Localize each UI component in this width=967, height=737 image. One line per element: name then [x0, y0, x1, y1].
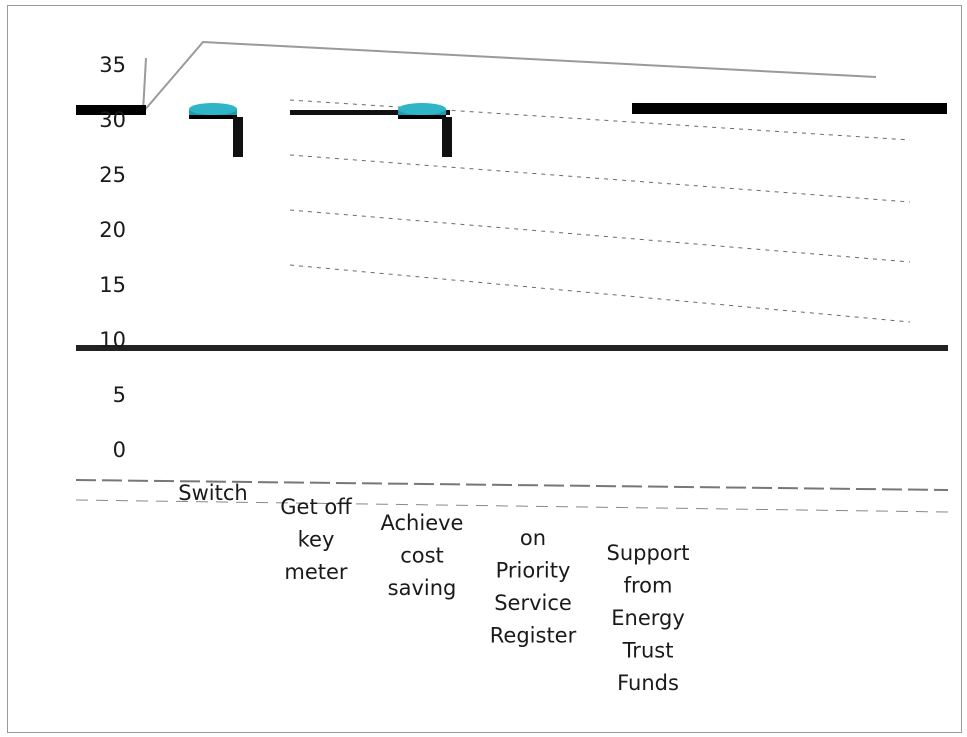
x-tick-label: Trust	[622, 639, 674, 663]
bar-shadow	[442, 117, 452, 157]
x-tick-label: meter	[284, 560, 348, 584]
bar-top	[398, 103, 446, 115]
x-tick-label: Energy	[611, 606, 685, 630]
bar-shadow	[233, 117, 243, 157]
bars	[189, 103, 452, 157]
chart-frame	[7, 5, 962, 733]
x-tick-label: saving	[388, 576, 457, 600]
x-tick-label: Support	[606, 541, 689, 565]
bar-top	[189, 103, 237, 115]
x-tick-label: Register	[490, 624, 577, 648]
bar-edge	[189, 115, 237, 119]
y-axis: 0 5 10 15 20 25 30 35	[99, 53, 126, 462]
rendering-artifacts	[75, 40, 949, 513]
y-tick-label: 25	[99, 163, 126, 187]
x-tick-label: Service	[494, 591, 572, 615]
x-tick-label: on	[520, 526, 546, 550]
x-tick-label: from	[624, 574, 673, 598]
x-tick-label: cost	[400, 544, 444, 568]
y-tick-label: 35	[99, 53, 126, 77]
y-tick-label: 10	[99, 328, 126, 352]
y-tick-label: 5	[113, 383, 126, 407]
y-tick-label: 15	[99, 273, 126, 297]
x-tick-label: Priority	[496, 559, 571, 583]
x-tick-label: Funds	[617, 671, 679, 695]
y-tick-label: 20	[99, 218, 126, 242]
x-axis: Switch Get off key meter Achieve cost saving on…	[178, 481, 689, 695]
y-tick-label: 30	[99, 108, 126, 132]
x-tick-label: Achieve	[381, 511, 464, 535]
x-tick-label: Switch	[178, 481, 247, 505]
bar-edge	[398, 115, 446, 119]
x-tick-label: Get off	[280, 495, 352, 519]
x-tick-label: key	[298, 528, 335, 552]
y-tick-label: 0	[113, 438, 126, 462]
